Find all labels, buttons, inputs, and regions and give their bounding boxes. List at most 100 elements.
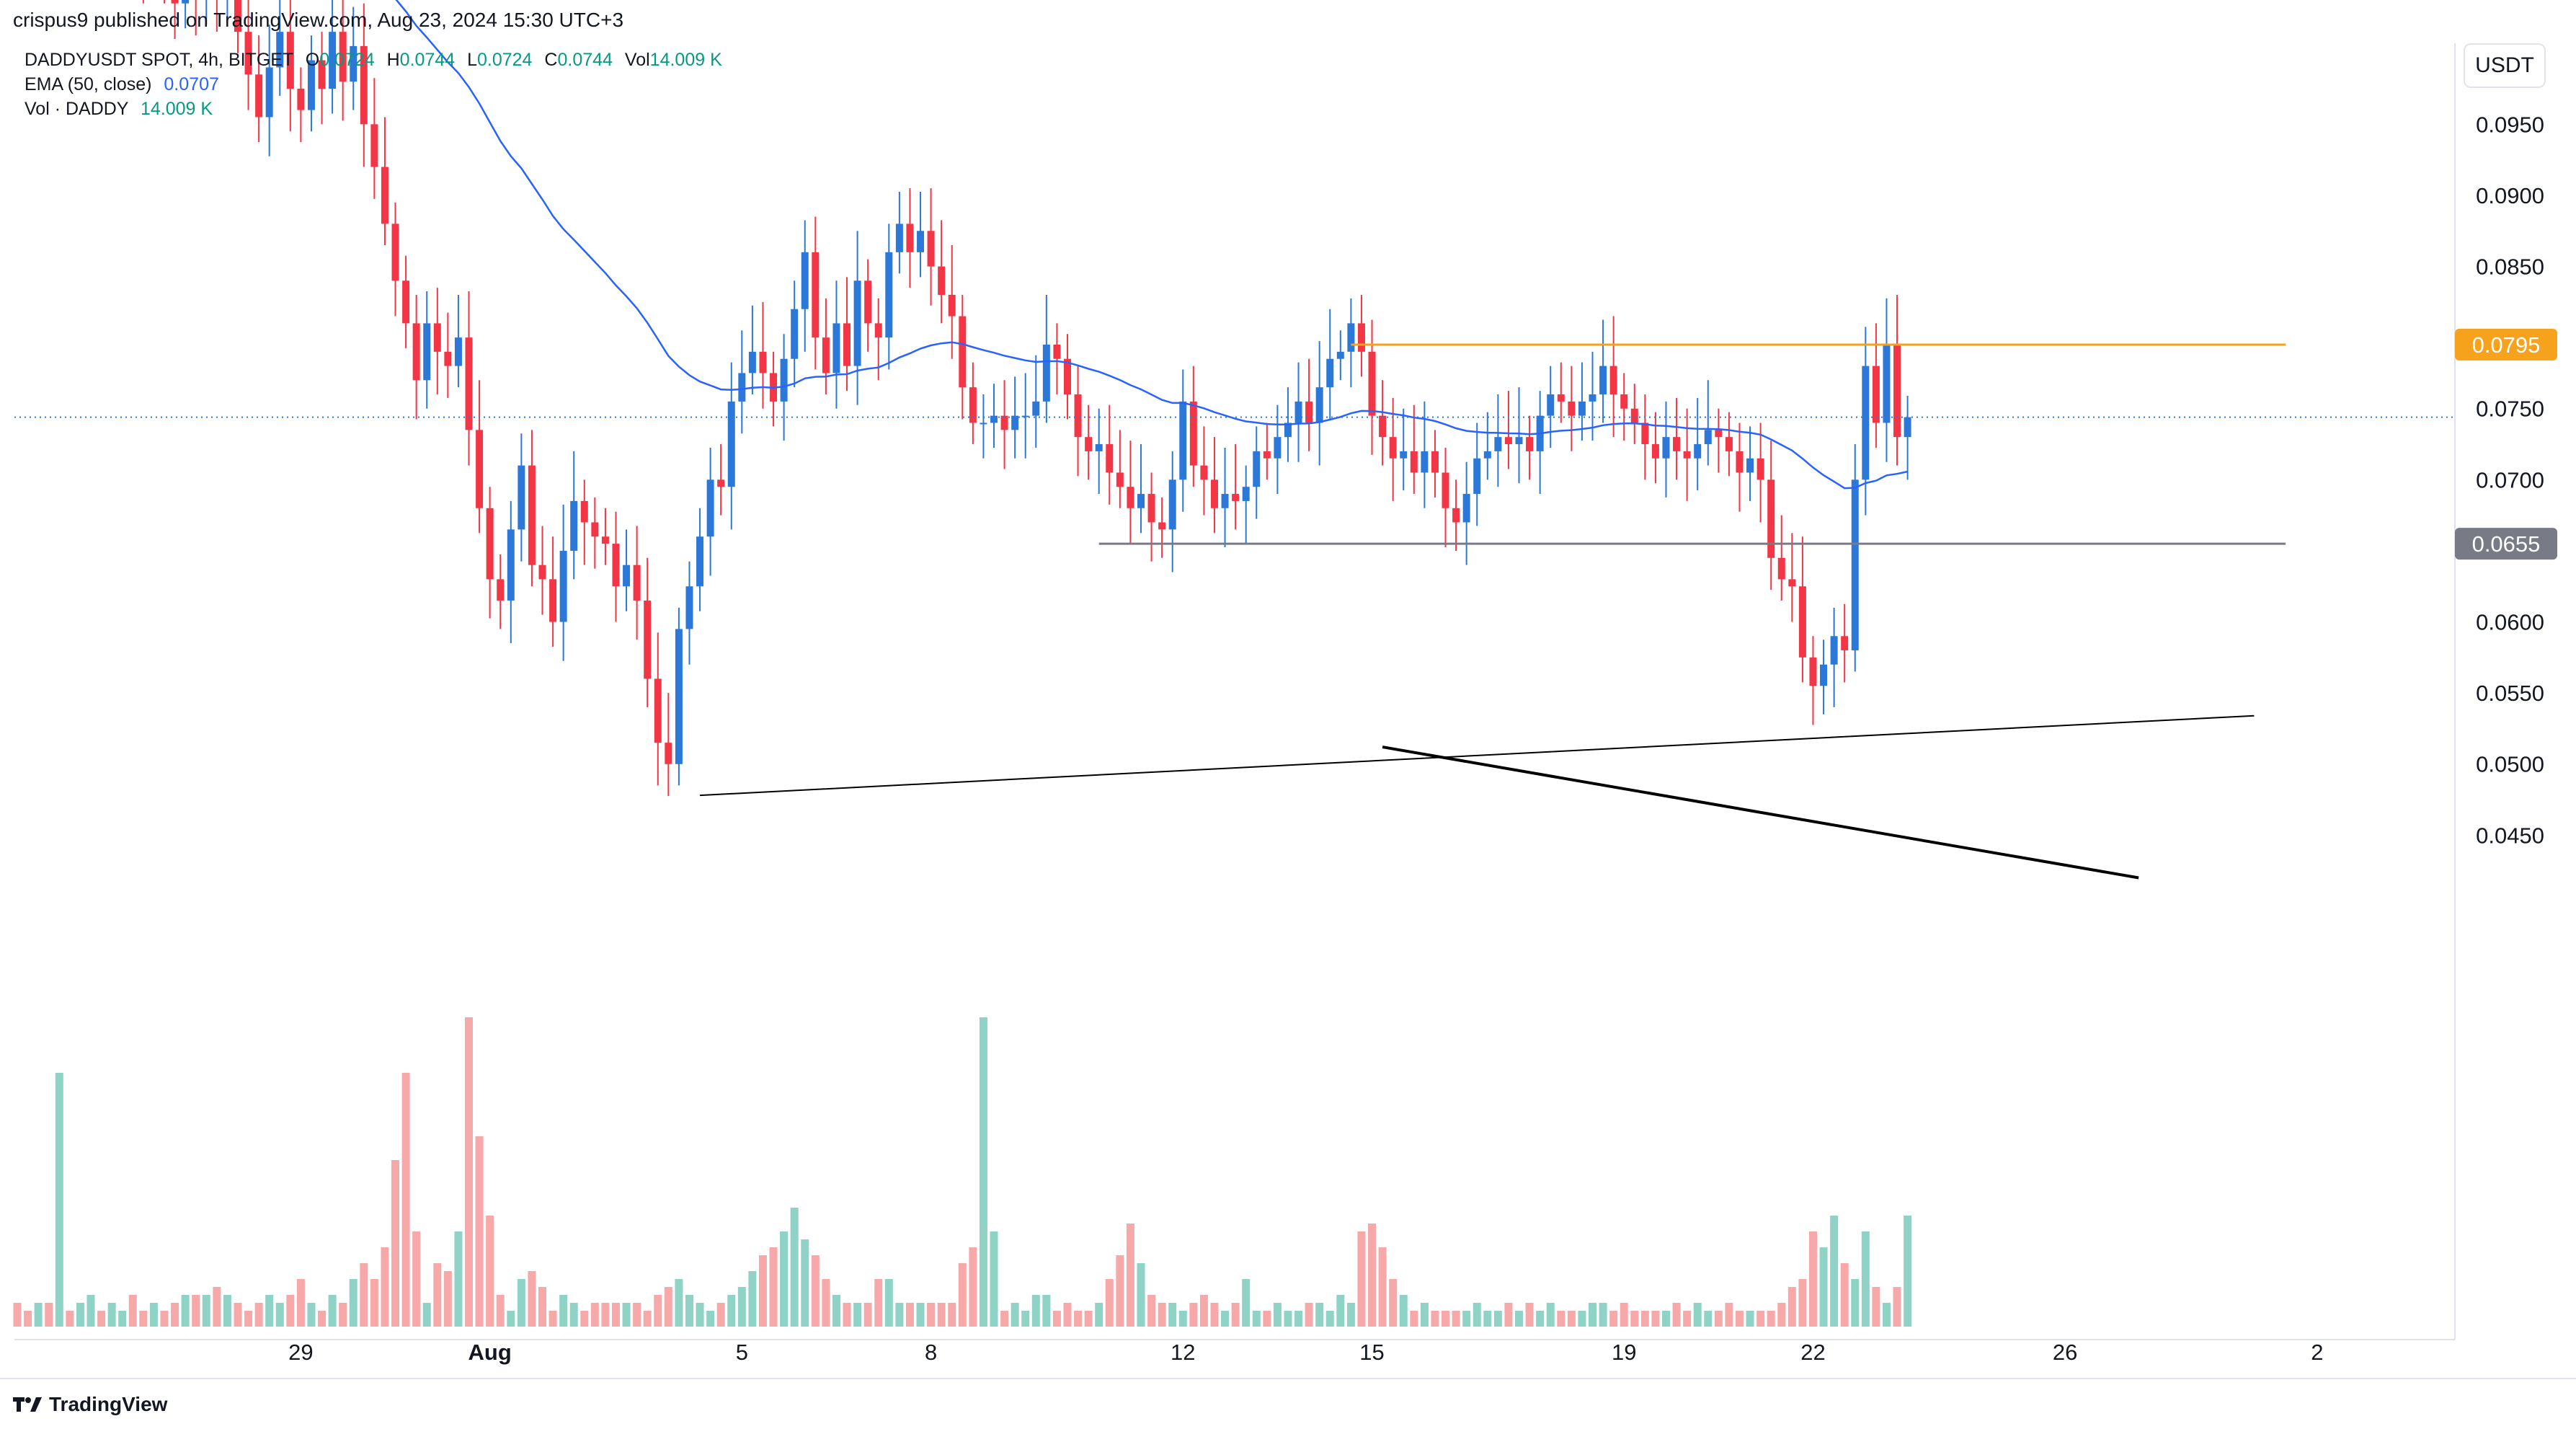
candle-body <box>1599 366 1607 395</box>
volume-bar <box>422 1303 431 1327</box>
candle <box>1326 309 1334 420</box>
legend-symbol: DADDYUSDT SPOT, 4h, BITGET <box>25 50 293 70</box>
candle-body <box>286 32 294 89</box>
currency-button[interactable]: USDT <box>2464 43 2546 88</box>
candle <box>423 291 431 409</box>
candle-body <box>1694 444 1702 459</box>
candle-body <box>318 60 326 89</box>
volume-bar <box>905 1303 914 1327</box>
volume-bar <box>1557 1311 1565 1327</box>
volume-bar <box>433 1263 442 1327</box>
candle <box>528 430 536 587</box>
volume-bar <box>937 1303 946 1327</box>
candle <box>812 216 820 370</box>
candle-body <box>1064 358 1071 395</box>
volume-bar <box>1787 1287 1796 1327</box>
candle <box>1158 497 1166 558</box>
candle <box>1862 327 1870 516</box>
candle-body <box>255 74 263 118</box>
ema-50-line <box>395 0 1908 490</box>
candle <box>276 0 284 96</box>
volume-bar <box>1725 1303 1733 1327</box>
candle-body <box>1389 437 1397 459</box>
candle-body <box>381 167 388 224</box>
candle-body <box>1221 494 1229 508</box>
candle-body <box>391 224 399 281</box>
price-axis: 0.12500.12000.11500.11000.10500.10000.09… <box>2476 41 2544 849</box>
candle-body <box>1137 494 1145 508</box>
brand-label: TradingView <box>49 1393 168 1415</box>
candle <box>1841 603 1849 683</box>
candle-body <box>1074 394 1082 438</box>
candle-body <box>1473 458 1481 495</box>
candle-body <box>276 32 284 68</box>
candle <box>507 500 515 644</box>
volume-bar <box>275 1303 284 1327</box>
volume-bar <box>1893 1287 1901 1327</box>
volume-bar <box>643 1311 652 1327</box>
volume-bar <box>1504 1303 1513 1327</box>
volume-bar <box>1168 1303 1177 1327</box>
candle-body <box>1085 437 1093 451</box>
candle-body <box>1011 415 1019 430</box>
candle <box>234 0 241 53</box>
volume-bar <box>1095 1303 1103 1327</box>
volume-bar <box>1273 1303 1282 1327</box>
candle-body <box>738 373 746 402</box>
candle-body <box>1106 444 1114 473</box>
volume-bar <box>727 1295 736 1327</box>
candle <box>1515 387 1523 484</box>
candle <box>1379 380 1387 466</box>
candle <box>770 351 778 427</box>
price-tick-label: 0.0700 <box>2476 467 2544 492</box>
volume-bar <box>1084 1311 1093 1327</box>
volume-bar <box>1808 1231 1817 1327</box>
volume-bar <box>181 1295 190 1327</box>
candle <box>1547 366 1555 448</box>
candle <box>1526 415 1534 480</box>
time-tick-label: 22 <box>1800 1340 1825 1365</box>
candle-body <box>1253 451 1261 487</box>
candle <box>665 693 672 797</box>
candle <box>1893 294 1901 466</box>
volume-bar <box>664 1287 672 1327</box>
candle-body <box>1526 437 1534 451</box>
volume-bar <box>1368 1224 1377 1327</box>
candle-body <box>1662 437 1670 459</box>
volume-bar <box>622 1303 631 1327</box>
volume-bar <box>1777 1303 1786 1327</box>
volume-bar <box>1252 1311 1261 1327</box>
volume-bar <box>1042 1295 1051 1327</box>
volume-bar <box>1199 1295 1208 1327</box>
volume-bar <box>801 1239 809 1327</box>
volume-bar <box>1609 1311 1618 1327</box>
volume-bar <box>863 1303 872 1327</box>
candle-body <box>791 309 799 359</box>
tradingview-brand: TradingView <box>13 1393 167 1416</box>
candle <box>1767 441 1775 590</box>
volume-bar <box>780 1231 789 1327</box>
volume-bar <box>24 1311 32 1327</box>
price-label-support <box>2455 528 2557 560</box>
candle <box>1400 408 1408 491</box>
volume-bar <box>328 1295 337 1327</box>
candle-body <box>1568 401 1576 416</box>
candle <box>1263 422 1271 480</box>
candle-body <box>1189 401 1197 466</box>
candle-body <box>644 600 652 679</box>
candle-body <box>1032 401 1040 416</box>
candle-body <box>1725 437 1733 451</box>
candle <box>1011 376 1019 459</box>
candle-body <box>801 252 809 309</box>
legend-ema-row: EMA (50, close) 0.0707 <box>25 72 722 97</box>
candle-body <box>465 337 473 430</box>
candle-body <box>518 465 525 530</box>
candle-body <box>1683 451 1691 459</box>
candle-body <box>906 224 914 252</box>
volume-bar <box>76 1303 84 1327</box>
candle <box>969 362 977 445</box>
candle <box>1452 479 1460 551</box>
volume-bar <box>1872 1287 1880 1327</box>
candle-body <box>969 387 977 423</box>
